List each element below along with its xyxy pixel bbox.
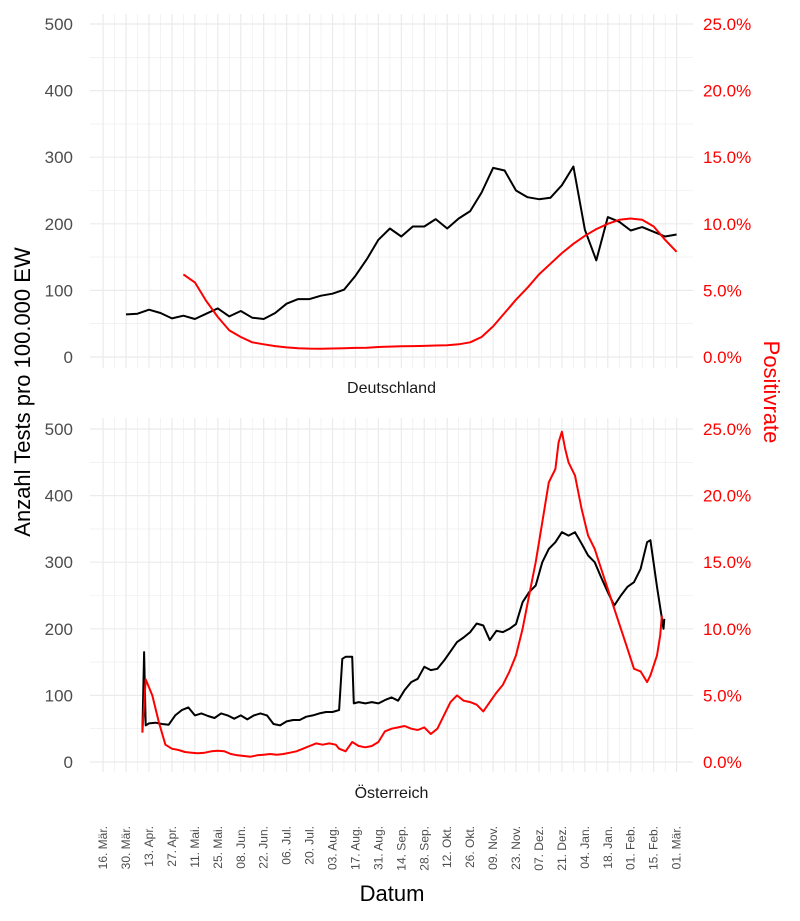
y-left-tick-label: 500 xyxy=(45,15,73,34)
y-left-tick-label: 0 xyxy=(64,753,73,772)
y-left-tick-label: 300 xyxy=(45,553,73,572)
y-right-axis-title: Positivrate xyxy=(759,341,784,444)
y-left-tick-label: 0 xyxy=(64,348,73,367)
y-left-tick-label: 200 xyxy=(45,215,73,234)
panels-layer: 0 100 200 300 400 500 0.0% 5.0% 10.0% 15.0% 20.0% 2… xyxy=(45,14,751,871)
y-left-tick-label: 400 xyxy=(45,487,73,506)
x-tick-label: 04. Jan. xyxy=(578,826,592,869)
y-left-tick-label: 400 xyxy=(45,82,73,101)
x-tick-label: 18. Jan. xyxy=(601,826,615,869)
x-tick-label: 14. Sep. xyxy=(394,826,408,871)
x-tick-label: 07. Dez. xyxy=(532,826,546,871)
y-left-tick-label: 100 xyxy=(45,281,73,300)
y-right-tick-label: 15.0% xyxy=(703,148,751,167)
tests-line xyxy=(141,531,666,733)
panel-deutschland: 0 100 200 300 400 500 0.0% 5.0% 10.0% 15.0% 20.0% 2… xyxy=(45,14,751,397)
y-right-tick-label: 25.0% xyxy=(703,420,751,439)
y-left-axis-title: Anzahl Tests pro 100.000 EW xyxy=(10,247,35,537)
x-axis-title: Datum xyxy=(360,881,425,906)
y-left-tick-label: 300 xyxy=(45,148,73,167)
y-right-tick-label: 10.0% xyxy=(703,215,751,234)
panel-oesterreich: 0 100 200 300 400 500 0.0% 5.0% 10.0% 15.0% 20.0% 2… xyxy=(45,418,751,802)
y-right-tick-label: 20.0% xyxy=(703,82,751,101)
x-tick-label: 11. Mai. xyxy=(188,826,202,868)
y-right-tick-label: 15.0% xyxy=(703,553,751,572)
x-tick-label: 26. Okt. xyxy=(463,826,477,868)
x-tick-label: 31. Aug. xyxy=(371,826,385,870)
x-tick-label: 25. Mai. xyxy=(211,826,225,869)
x-tick-label: 22. Jun. xyxy=(257,826,271,869)
x-tick-label: 20. Jul. xyxy=(303,826,317,865)
x-tick-label: 27. Apr. xyxy=(165,826,179,867)
x-tick-label: 21. Dez. xyxy=(555,826,569,871)
y-left-tick-label: 500 xyxy=(45,420,73,439)
y-right-tick-label: 25.0% xyxy=(703,15,751,34)
y-right-tick-label: 0.0% xyxy=(703,753,742,772)
y-right-tick-label: 10.0% xyxy=(703,620,751,639)
x-tick-label: 01. Mär. xyxy=(670,826,684,869)
x-tick-label: 13. Apr. xyxy=(142,826,156,867)
y-right-tick-label: 5.0% xyxy=(703,686,742,705)
y-left-tick-label: 100 xyxy=(45,686,73,705)
y-right-tick-label: 0.0% xyxy=(703,348,742,367)
positivity-line xyxy=(182,217,678,350)
x-tick-label: 23. Nov. xyxy=(509,826,523,870)
x-tick-label: 28. Sep. xyxy=(417,826,431,871)
x-tick-label: 17. Aug. xyxy=(349,826,363,870)
y-left-tick-label: 200 xyxy=(45,620,73,639)
x-tick-label: 08. Jun. xyxy=(234,826,248,869)
x-tick-label: 12. Okt. xyxy=(440,826,454,868)
panel-strip-label: Deutschland xyxy=(347,380,436,397)
x-tick-label: 30. Mär. xyxy=(119,826,133,869)
x-tick-label: 09. Nov. xyxy=(486,826,500,870)
y-right-tick-label: 20.0% xyxy=(703,487,751,506)
positivity-line xyxy=(141,430,663,758)
tests-line xyxy=(125,165,677,320)
panel-strip-label: Österreich xyxy=(355,784,429,802)
x-tick-label: 06. Jul. xyxy=(280,826,294,865)
x-tick-label: 01. Feb. xyxy=(624,826,638,870)
x-tick-label: 03. Aug. xyxy=(326,826,340,870)
x-tick-label: 16. Mär. xyxy=(96,826,110,869)
y-right-tick-label: 5.0% xyxy=(703,281,742,300)
x-tick-label: 15. Feb. xyxy=(647,826,661,870)
x-axis-ticks: 16. Mär. 30. Mär. 13. Apr. 27. Apr. 11. Mai.… xyxy=(96,826,684,871)
